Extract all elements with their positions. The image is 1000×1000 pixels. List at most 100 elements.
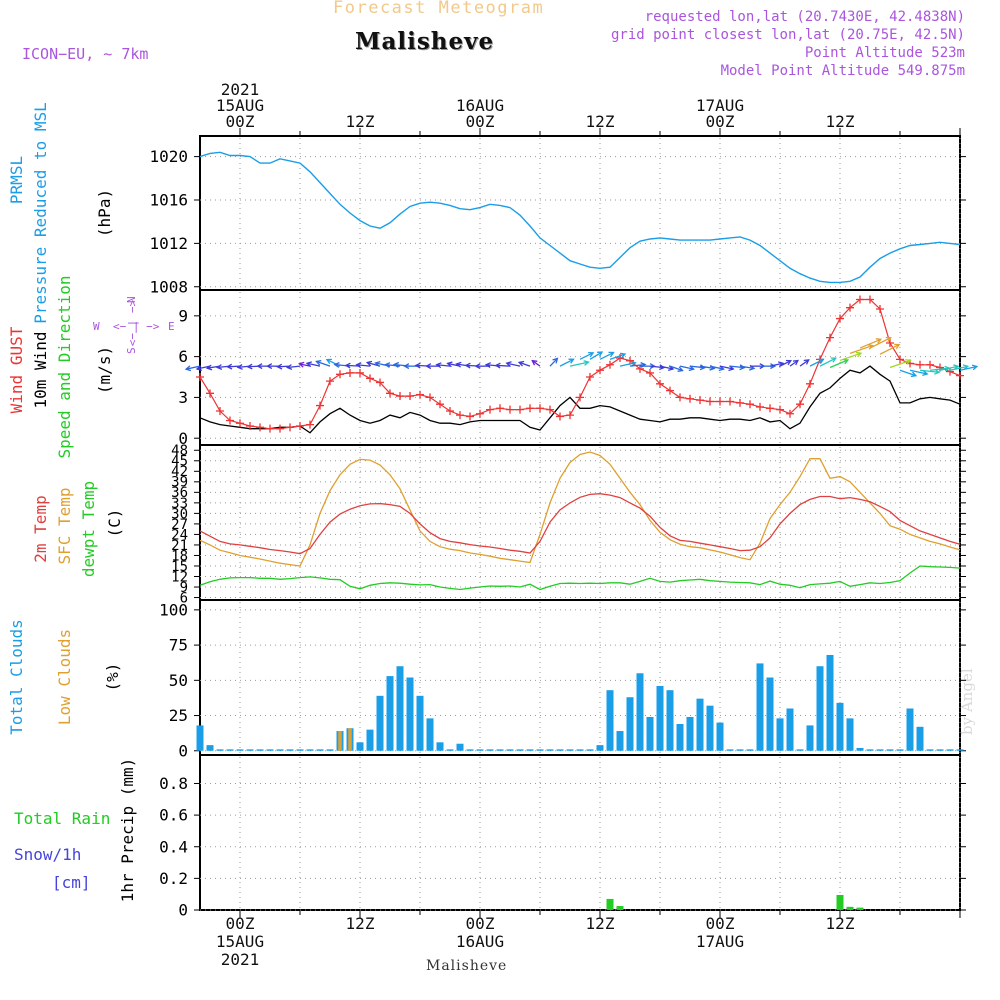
cloud-unit: (%): [103, 663, 122, 692]
wind-arrow-head: [365, 360, 373, 367]
gust-marker: [896, 355, 904, 364]
wind-arrow: [495, 364, 511, 367]
point-altitude: Point Altitude 523m: [804, 45, 965, 61]
gust-marker: [476, 409, 484, 418]
gust-marker: [346, 368, 354, 377]
total-cloud-bar: [896, 749, 904, 751]
total-cloud-bar: [516, 749, 524, 751]
x-tick-label-bottom: 2021: [221, 950, 260, 969]
gust-marker: [376, 378, 384, 387]
y-tick-label: 1008: [149, 277, 188, 296]
gust-marker: [416, 390, 424, 399]
wind-arrow-head: [464, 362, 471, 369]
clouds-y-axis: 100 75 50 25 0: [159, 600, 966, 760]
panel-frame-clouds: [199, 599, 961, 756]
wind-arrow-head: [435, 362, 442, 369]
total-cloud-bar: [816, 666, 824, 751]
wind-arrow-head: [195, 365, 202, 372]
gust-marker: [776, 405, 784, 414]
total-cloud-bar: [946, 749, 954, 751]
wind-arrow: [559, 358, 574, 367]
wind-arrow: [629, 363, 646, 367]
y-tick-label: 42: [171, 464, 188, 480]
wind-arrow-head: [484, 362, 491, 369]
wind-arrow: [799, 359, 810, 367]
wind-arrow: [599, 351, 614, 360]
y-tick-label: 12: [171, 569, 188, 585]
compass-n: N: [125, 296, 138, 303]
location-title: Malisheve: [355, 28, 495, 55]
wind-arrow-head: [885, 336, 892, 343]
wind-arrow: [185, 365, 201, 370]
gust-marker: [666, 386, 674, 395]
gust-marker: [656, 379, 664, 388]
y-tick-label: 39: [171, 475, 188, 491]
total-cloud-bar: [356, 742, 364, 751]
y-tick-label: 30: [171, 506, 188, 522]
x-tick-label-bottom: 00Z: [226, 914, 255, 933]
snow-unit: [cm]: [52, 873, 91, 892]
wind-arrow-head: [374, 360, 381, 367]
gust-marker: [536, 404, 544, 413]
wind-arrow: [889, 359, 911, 369]
wind-gust-label: Wind GUST: [7, 326, 26, 413]
wind-arrow: [859, 338, 882, 349]
wind-arrow: [277, 365, 291, 368]
gust-marker: [756, 402, 764, 411]
wind-arrow-head: [785, 359, 792, 366]
temp-unit: (C): [105, 509, 124, 538]
pressure-line: [199, 151, 961, 284]
model-altitude: Model Point Altitude 549.875m: [720, 63, 965, 79]
total-cloud-bar: [546, 749, 554, 751]
x-tick-label-bottom: 15AUG: [216, 932, 264, 951]
wind-arrow-head: [770, 363, 777, 370]
total-cloud-bar: [636, 673, 644, 751]
wind-arrow: [689, 365, 705, 369]
rain-bar: [846, 906, 854, 910]
wind-arrow: [227, 365, 241, 368]
total-cloud-bar: [506, 749, 514, 751]
total-cloud-bar: [806, 725, 814, 751]
wind-arrow-head: [344, 362, 351, 369]
precip-unit: 1hr Precip (mm): [118, 758, 137, 903]
precip-y-axis: 0.8 0.6 0.4 0.2 0: [159, 774, 966, 920]
total-cloud-bar: [746, 749, 754, 751]
sfc-temp-label: SFC Temp: [55, 487, 74, 564]
wind-arrow: [939, 365, 959, 371]
wind-arrow-head: [910, 371, 918, 378]
total-cloud-bar: [836, 702, 844, 751]
wind-arrow-head: [517, 360, 525, 367]
gust-marker: [396, 392, 404, 401]
wind-arrow-head: [425, 363, 432, 370]
snow-label: Snow/1h: [14, 845, 81, 864]
x-tick-label-top: 16AUG: [456, 96, 504, 115]
x-tick-label-top: 00Z: [706, 112, 735, 131]
wind-arrow-head: [894, 343, 901, 350]
total-cloud-bar: [436, 742, 444, 751]
low-cloud-bar: [338, 731, 342, 751]
total-cloud-bar: [736, 749, 744, 751]
wind-arrow: [316, 360, 331, 367]
gust-marker: [496, 404, 504, 413]
wind-arrow-head: [905, 358, 912, 365]
x-tick-label-top: 00Z: [226, 112, 255, 131]
y-tick-label: 1012: [149, 234, 188, 253]
total-cloud-bar: [406, 677, 414, 751]
x-tick-label-bottom: 00Z: [466, 914, 495, 933]
wind-arrow-head: [184, 365, 192, 372]
wind-arrow-head: [333, 361, 340, 368]
wind-arrow: [609, 353, 626, 360]
wind-arrow: [849, 344, 873, 354]
gust-marker: [926, 360, 934, 369]
y-tick-label: 21: [171, 538, 188, 554]
y-tick-label: 18: [171, 548, 188, 564]
y-tick-label: 48: [171, 443, 188, 459]
total-cloud-bar: [486, 749, 494, 751]
wind-arrow-head: [818, 358, 825, 364]
wind-arrow-head: [384, 362, 391, 368]
y-tick-label: 6: [178, 347, 188, 366]
total-cloud-bar: [796, 749, 804, 751]
gust-marker: [826, 333, 834, 342]
wind-arrow: [196, 365, 211, 370]
pressure-label-2: Pressure Reduced to MSL: [31, 102, 50, 324]
